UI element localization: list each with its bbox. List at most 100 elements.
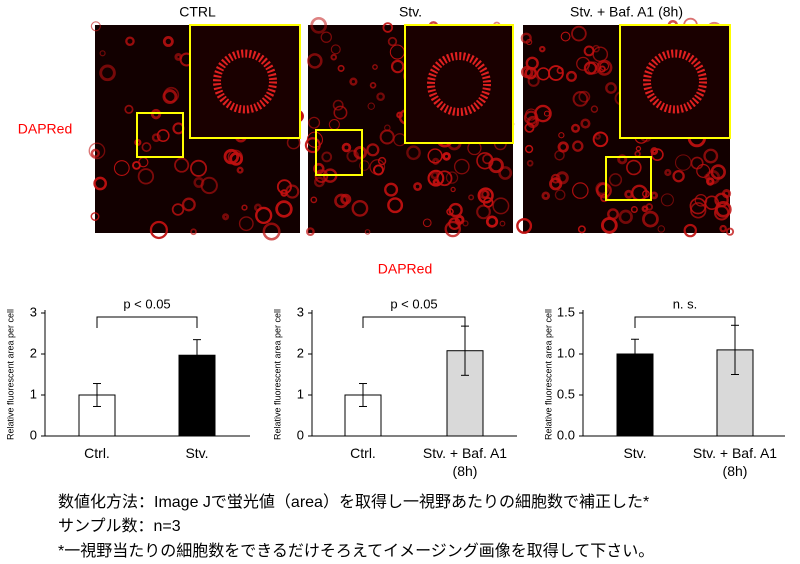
x-tick-label: Stv. + Baf. A1 (8h) bbox=[692, 445, 778, 479]
cell bbox=[641, 205, 649, 213]
cell bbox=[642, 190, 650, 198]
cell bbox=[306, 131, 323, 148]
cell bbox=[99, 50, 106, 57]
note: *一視野当たりの細胞数をできるだけそろえてイメージング画像を取得して下さい。 bbox=[58, 543, 655, 560]
cell bbox=[594, 133, 601, 140]
cell bbox=[222, 213, 230, 221]
cell bbox=[527, 74, 540, 87]
cell bbox=[683, 223, 698, 238]
cell bbox=[141, 142, 152, 153]
cell bbox=[308, 116, 321, 129]
section-label: DAPRed bbox=[378, 261, 432, 277]
cell bbox=[703, 148, 719, 164]
y-tick-label: 2 bbox=[30, 345, 37, 360]
cell bbox=[554, 150, 565, 161]
cell bbox=[557, 141, 569, 153]
row-label: DAPRed bbox=[18, 121, 72, 137]
roi-box bbox=[315, 129, 363, 176]
cell bbox=[376, 92, 385, 102]
cell bbox=[88, 142, 106, 160]
bracket bbox=[96, 316, 198, 328]
cell bbox=[450, 186, 456, 193]
cell bbox=[600, 193, 609, 203]
cell bbox=[125, 36, 135, 47]
cell bbox=[406, 145, 421, 161]
cell bbox=[468, 194, 475, 201]
y-tick-label: 3 bbox=[297, 304, 304, 319]
cell bbox=[608, 173, 623, 187]
cell bbox=[541, 191, 551, 201]
annotation: p < 0.05 bbox=[390, 296, 437, 311]
cell bbox=[570, 123, 581, 133]
inset bbox=[404, 24, 514, 144]
cell bbox=[174, 157, 190, 173]
cell bbox=[499, 220, 506, 227]
inset bbox=[189, 24, 301, 139]
bracket bbox=[634, 316, 736, 328]
cell bbox=[592, 131, 609, 148]
cell bbox=[390, 59, 405, 74]
cell bbox=[526, 159, 534, 167]
y-tick-label: 1.5 bbox=[557, 304, 575, 319]
cell bbox=[353, 145, 367, 160]
cell bbox=[99, 64, 116, 82]
cell bbox=[583, 45, 595, 57]
panel-title: CTRL bbox=[179, 4, 216, 20]
cell bbox=[481, 189, 490, 199]
cell bbox=[520, 32, 532, 44]
note: 数値化方法：Image Jで蛍光値（area）を取得し一視野あたりの細胞数で補正… bbox=[58, 494, 650, 511]
cell bbox=[310, 16, 328, 34]
cell bbox=[93, 176, 107, 191]
cell bbox=[113, 160, 130, 176]
cell bbox=[190, 228, 197, 236]
cell bbox=[151, 133, 161, 143]
cell bbox=[413, 182, 423, 191]
cell bbox=[477, 187, 494, 204]
annotation: n. s. bbox=[673, 296, 698, 311]
cell bbox=[524, 144, 534, 154]
cell bbox=[442, 151, 451, 161]
cell bbox=[525, 108, 538, 121]
cell bbox=[453, 158, 470, 175]
panel-title: Stv. bbox=[399, 4, 422, 20]
cell bbox=[149, 220, 168, 240]
cell bbox=[313, 162, 325, 175]
cell bbox=[706, 177, 715, 186]
cell bbox=[485, 215, 499, 228]
cell bbox=[432, 157, 440, 165]
cell bbox=[193, 177, 205, 188]
cell bbox=[565, 70, 577, 82]
cell bbox=[377, 156, 387, 166]
cell bbox=[672, 169, 685, 183]
roi-box bbox=[136, 112, 184, 158]
cell bbox=[90, 148, 100, 158]
cell bbox=[320, 31, 332, 43]
cell bbox=[617, 154, 628, 165]
cell bbox=[307, 53, 323, 69]
cell bbox=[150, 108, 162, 120]
cell bbox=[664, 168, 672, 177]
cell bbox=[572, 182, 589, 199]
cell bbox=[642, 210, 659, 228]
cell bbox=[171, 203, 185, 216]
cell bbox=[482, 197, 494, 208]
y-tick-label: 1 bbox=[30, 386, 37, 401]
cell bbox=[255, 206, 273, 225]
cell bbox=[558, 132, 565, 139]
cell bbox=[238, 216, 254, 232]
y-tick-label: 0 bbox=[30, 427, 37, 442]
cell bbox=[618, 209, 633, 225]
cell bbox=[660, 193, 674, 207]
annotation: p < 0.05 bbox=[123, 296, 170, 311]
cell bbox=[576, 56, 591, 71]
cell bbox=[583, 61, 598, 75]
cell bbox=[334, 193, 349, 209]
inset-cell bbox=[427, 52, 491, 116]
y-tick-label: 0.0 bbox=[557, 427, 575, 442]
cell bbox=[445, 171, 459, 184]
cell bbox=[364, 229, 371, 235]
cell bbox=[379, 129, 395, 145]
y-tick-label: 0.5 bbox=[557, 386, 575, 401]
cell bbox=[624, 189, 634, 199]
cell bbox=[524, 66, 538, 80]
